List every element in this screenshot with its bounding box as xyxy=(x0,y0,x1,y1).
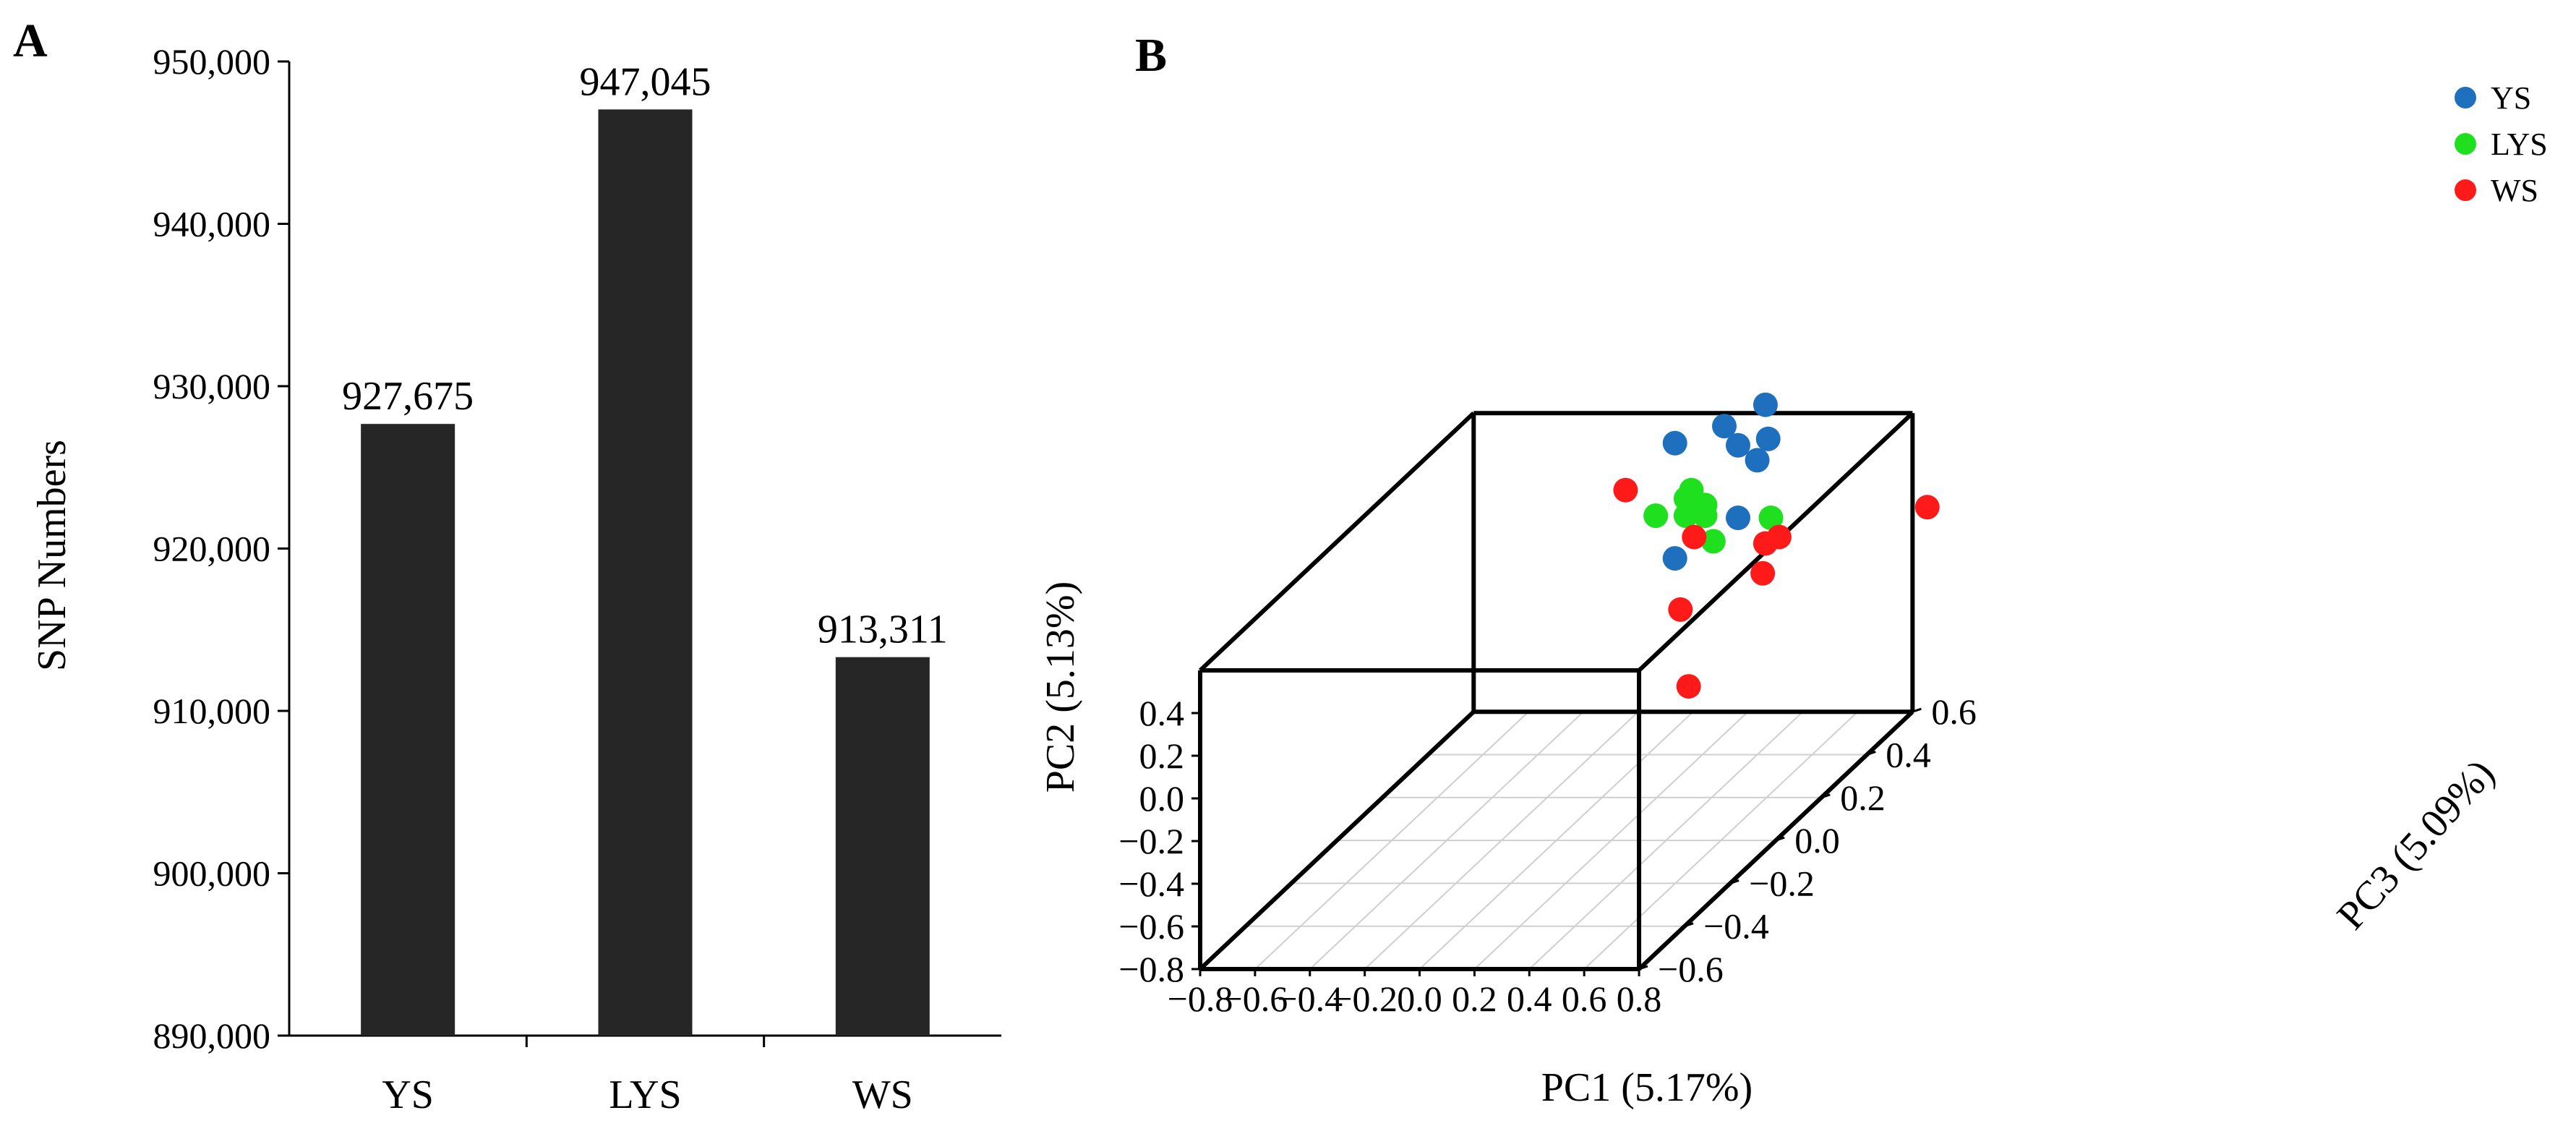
pca-point-ws xyxy=(1682,524,1707,550)
legend-marker-lys xyxy=(2455,133,2476,155)
pca-x-tick-label: −0.8 xyxy=(1168,978,1233,1019)
bar-ys xyxy=(361,424,455,1036)
pca-z-tick xyxy=(1638,965,1648,971)
pca-point-lys xyxy=(1673,503,1698,529)
bar-ws xyxy=(835,657,930,1036)
bar-x-tick-label: LYS xyxy=(609,1072,681,1117)
pca-point-lys xyxy=(1693,503,1718,529)
pca-y-tick-label: −0.8 xyxy=(1118,949,1184,989)
bar-value-label: 947,045 xyxy=(580,59,711,104)
pca-box-edge xyxy=(1198,411,1476,673)
pca-z-tick-label: 0.4 xyxy=(1886,735,1931,775)
pca-z-tick xyxy=(1866,751,1876,756)
pca-x-tick-label: 0.4 xyxy=(1507,978,1552,1019)
pca-z-tick-label: −0.6 xyxy=(1658,949,1724,989)
bar-y-tick-label: 950,000 xyxy=(153,41,271,82)
legend-label-ys: YS xyxy=(2491,80,2531,116)
pca-x-tick-label: 0.8 xyxy=(1617,978,1662,1019)
pca-y-tick-label: 0.2 xyxy=(1139,735,1185,776)
pca-z-tick-label: −0.4 xyxy=(1703,906,1769,947)
pca-point-ys xyxy=(1753,392,1778,417)
pca-x-tick-label: 0.0 xyxy=(1397,978,1442,1019)
pca-point-lys xyxy=(1643,503,1669,529)
pca-point-ws xyxy=(1668,597,1693,622)
pca-point-ys xyxy=(1745,448,1770,473)
bar-y-tick-label: 910,000 xyxy=(153,691,271,731)
legend-label-lys: LYS xyxy=(2491,127,2548,162)
pca-z-tick-label: 0.0 xyxy=(1794,820,1840,861)
pca-point-ys xyxy=(1712,414,1737,439)
bar-y-tick-label: 890,000 xyxy=(153,1015,271,1056)
pca-point-ys xyxy=(1725,506,1750,531)
pca-z-tick xyxy=(1684,922,1694,928)
panel-b-label: B xyxy=(1135,29,1167,82)
pca-x-tick-label: −0.4 xyxy=(1277,978,1343,1019)
bar-y-tick-label: 920,000 xyxy=(153,529,271,569)
pca-point-lys xyxy=(1673,486,1698,511)
pca-y-tick-label: 0.0 xyxy=(1139,778,1185,819)
pca-point-ws xyxy=(1914,495,1940,520)
pca-point-ws xyxy=(1750,560,1776,586)
bar-y-axis-title: SNP Numbers xyxy=(30,440,74,671)
pca-point-ws xyxy=(1753,531,1778,556)
bar-y-tick-label: 930,000 xyxy=(153,366,271,406)
bar-x-tick-label: WS xyxy=(852,1072,913,1117)
bar-x-tick-label: YS xyxy=(382,1072,434,1117)
pca-point-ys xyxy=(1755,426,1781,451)
legend-marker-ws xyxy=(2455,179,2476,201)
pca-z-tick xyxy=(1912,707,1922,713)
bar-value-label: 927,675 xyxy=(342,374,474,419)
legend-label-ws: WS xyxy=(2491,173,2538,208)
pca-legend: YS LYS WS xyxy=(2455,80,2548,208)
pca-z-tick xyxy=(1820,793,1831,799)
pca-z-tick-label: −0.2 xyxy=(1749,863,1815,903)
pca-y-tick-label: −0.2 xyxy=(1118,821,1184,861)
pca-y-tick-label: −0.4 xyxy=(1118,863,1184,904)
pca-y-tick-label: 0.4 xyxy=(1139,693,1185,733)
pca-point-lys xyxy=(1700,529,1726,554)
pca-z-tick xyxy=(1729,879,1740,884)
pca-x-tick-label: 0.6 xyxy=(1562,978,1607,1019)
bar-y-tick-label: 900,000 xyxy=(153,853,271,894)
bar-value-label: 913,311 xyxy=(818,607,948,652)
pca-point-ys xyxy=(1725,432,1750,458)
pca-point-lys xyxy=(1758,506,1784,531)
legend-marker-ys xyxy=(2455,87,2476,108)
pca-x-axis-title: PC1 (5.17%) xyxy=(1541,1065,1753,1110)
pca-point-ws xyxy=(1676,674,1701,699)
pca-y-tick-label: −0.6 xyxy=(1118,906,1184,947)
pca-point-ys xyxy=(1662,546,1687,571)
bar-chart: 890,000 900,000 910,000 920,000 930,000 940,0… xyxy=(30,41,1001,1117)
pca-x-tick-label: −0.6 xyxy=(1223,978,1288,1019)
panel-a-label: A xyxy=(13,14,48,67)
bar-lys xyxy=(598,109,693,1036)
pca-y-axis-title: PC2 (5.13%) xyxy=(1038,581,1083,793)
pca-z-axis-title: PC3 (5.09%) xyxy=(2329,751,2504,939)
pca-z-tick-label: 0.6 xyxy=(1931,691,1977,732)
pca-z-tick-label: 0.2 xyxy=(1840,777,1886,818)
pca-z-tick xyxy=(1775,836,1785,842)
pca-chart: −0.8−0.6−0.4−0.2 0.0 0.2 0.4 0.6 0.8−0.8−0.6−… xyxy=(1038,80,2548,1110)
pca-point-ys xyxy=(1662,430,1687,456)
pca-point-ws xyxy=(1613,477,1638,503)
pca-x-tick-label: 0.2 xyxy=(1452,978,1497,1019)
pca-box-edge xyxy=(1198,710,1476,971)
bar-y-tick-label: 940,000 xyxy=(153,204,271,244)
pca-x-tick-label: −0.2 xyxy=(1332,978,1398,1019)
